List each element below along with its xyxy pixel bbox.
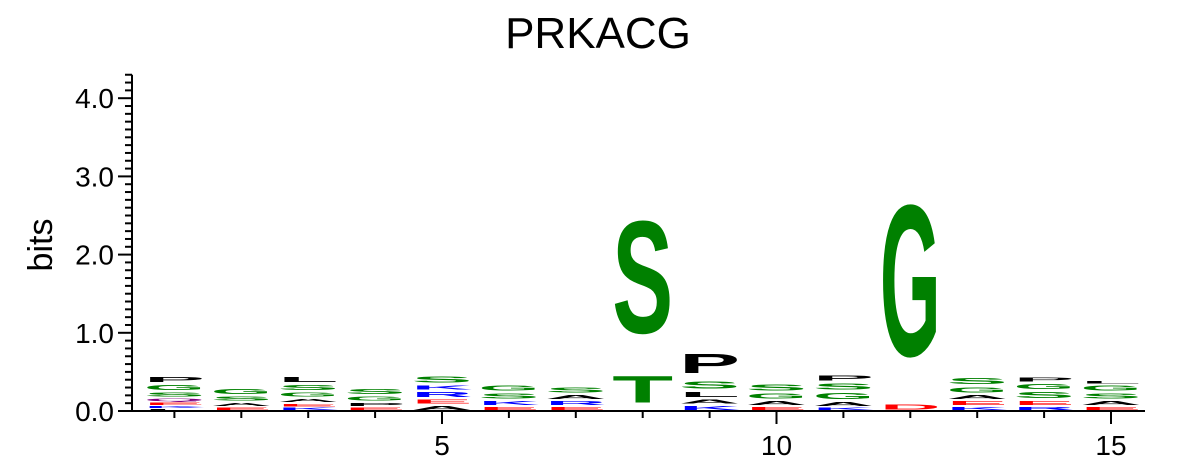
glyph-G: G <box>880 161 941 402</box>
glyph-S: S <box>345 387 406 395</box>
glyph-S: S <box>412 375 473 384</box>
glyph-S: S <box>746 383 807 392</box>
glyph-K: K <box>679 405 740 411</box>
glyph-E: E <box>746 406 807 411</box>
glyph-A: A <box>1081 400 1142 406</box>
glyph-S: S <box>1081 392 1142 400</box>
glyph-T: T <box>612 368 673 411</box>
glyph-S: S <box>478 392 539 400</box>
glyph-G: G <box>478 384 539 392</box>
glyph-S: S <box>679 379 740 391</box>
glyph-P: P <box>1014 377 1075 383</box>
glyph-L: L <box>144 409 205 411</box>
glyph-R: R <box>412 391 473 399</box>
glyph-K: K <box>278 407 339 411</box>
glyph-A: A <box>746 400 807 406</box>
glyph-A: A <box>211 402 272 407</box>
glyph-A: A <box>679 398 740 404</box>
glyph-S: S <box>1014 391 1075 400</box>
glyph-E: E <box>1081 406 1142 411</box>
glyph-G: G <box>1081 384 1142 392</box>
glyph-S: S <box>278 384 339 392</box>
glyph-E: E <box>278 403 339 407</box>
glyph-K: K <box>144 406 205 409</box>
glyph-S: S <box>211 395 272 401</box>
glyph-S: S <box>545 386 606 394</box>
glyph-E: E <box>144 402 205 406</box>
glyph-E: E <box>947 400 1008 406</box>
glyph-L: L <box>679 391 740 399</box>
glyph-P: P <box>144 376 205 384</box>
x-axis: 5 10 15 <box>132 410 1145 461</box>
logo-column-12: DG <box>880 161 941 411</box>
glyph-K: K <box>412 384 473 390</box>
glyph-D: D <box>880 403 941 411</box>
y-tick-label: 0.0 <box>75 396 114 427</box>
glyph-L: L <box>278 376 339 384</box>
glyph-E: E <box>478 406 539 411</box>
y-tick-label: 4.0 <box>75 83 114 114</box>
y-tick-label: 3.0 <box>75 161 114 192</box>
y-axis: 0.0 1.0 2.0 3.0 4.0 <box>75 73 133 427</box>
glyph-S: S <box>947 377 1008 386</box>
glyph-S: S <box>612 188 673 367</box>
glyph-R: R <box>545 400 606 406</box>
glyph-P: P <box>679 348 740 379</box>
glyph-L: L <box>1081 380 1142 384</box>
glyph-G: G <box>746 392 807 400</box>
glyph-K: K <box>813 407 874 411</box>
glyph-G: G <box>211 388 272 396</box>
glyph-E: E <box>211 407 272 411</box>
glyph-A: A <box>545 394 606 400</box>
glyph-E: E <box>345 407 406 411</box>
glyph-E: E <box>412 398 473 404</box>
glyph-A: A <box>947 394 1008 400</box>
glyph-G: G <box>278 391 339 397</box>
x-tick-label: 15 <box>1095 430 1126 461</box>
glyph-E: E <box>1014 400 1075 406</box>
glyph-P: P <box>345 402 406 408</box>
glyph-G: G <box>345 395 406 401</box>
glyph-A: A <box>412 405 473 411</box>
glyph-E: E <box>545 406 606 411</box>
y-tick-label: 2.0 <box>75 240 114 271</box>
glyph-K: K <box>478 400 539 406</box>
y-tick-label: 1.0 <box>75 318 114 349</box>
glyph-S: S <box>144 391 205 397</box>
glyph-P: P <box>813 374 874 382</box>
glyph-A: A <box>813 401 874 407</box>
logo-column-8: TS <box>612 188 673 412</box>
glyph-G: G <box>1014 383 1075 391</box>
glyph-S: S <box>813 382 874 391</box>
glyph-G: G <box>144 384 205 392</box>
glyph-G: G <box>813 391 874 400</box>
glyph-G: G <box>947 386 1008 394</box>
glyph-Q: Q <box>144 398 205 402</box>
x-tick-label: 5 <box>434 430 450 461</box>
glyph-R: R <box>1014 406 1075 411</box>
chart-title: PRKACG <box>505 9 691 58</box>
glyph-K: K <box>947 406 1008 411</box>
x-tick-label: 10 <box>761 430 792 461</box>
y-axis-label: bits <box>22 219 60 272</box>
glyph-A: A <box>278 398 339 403</box>
